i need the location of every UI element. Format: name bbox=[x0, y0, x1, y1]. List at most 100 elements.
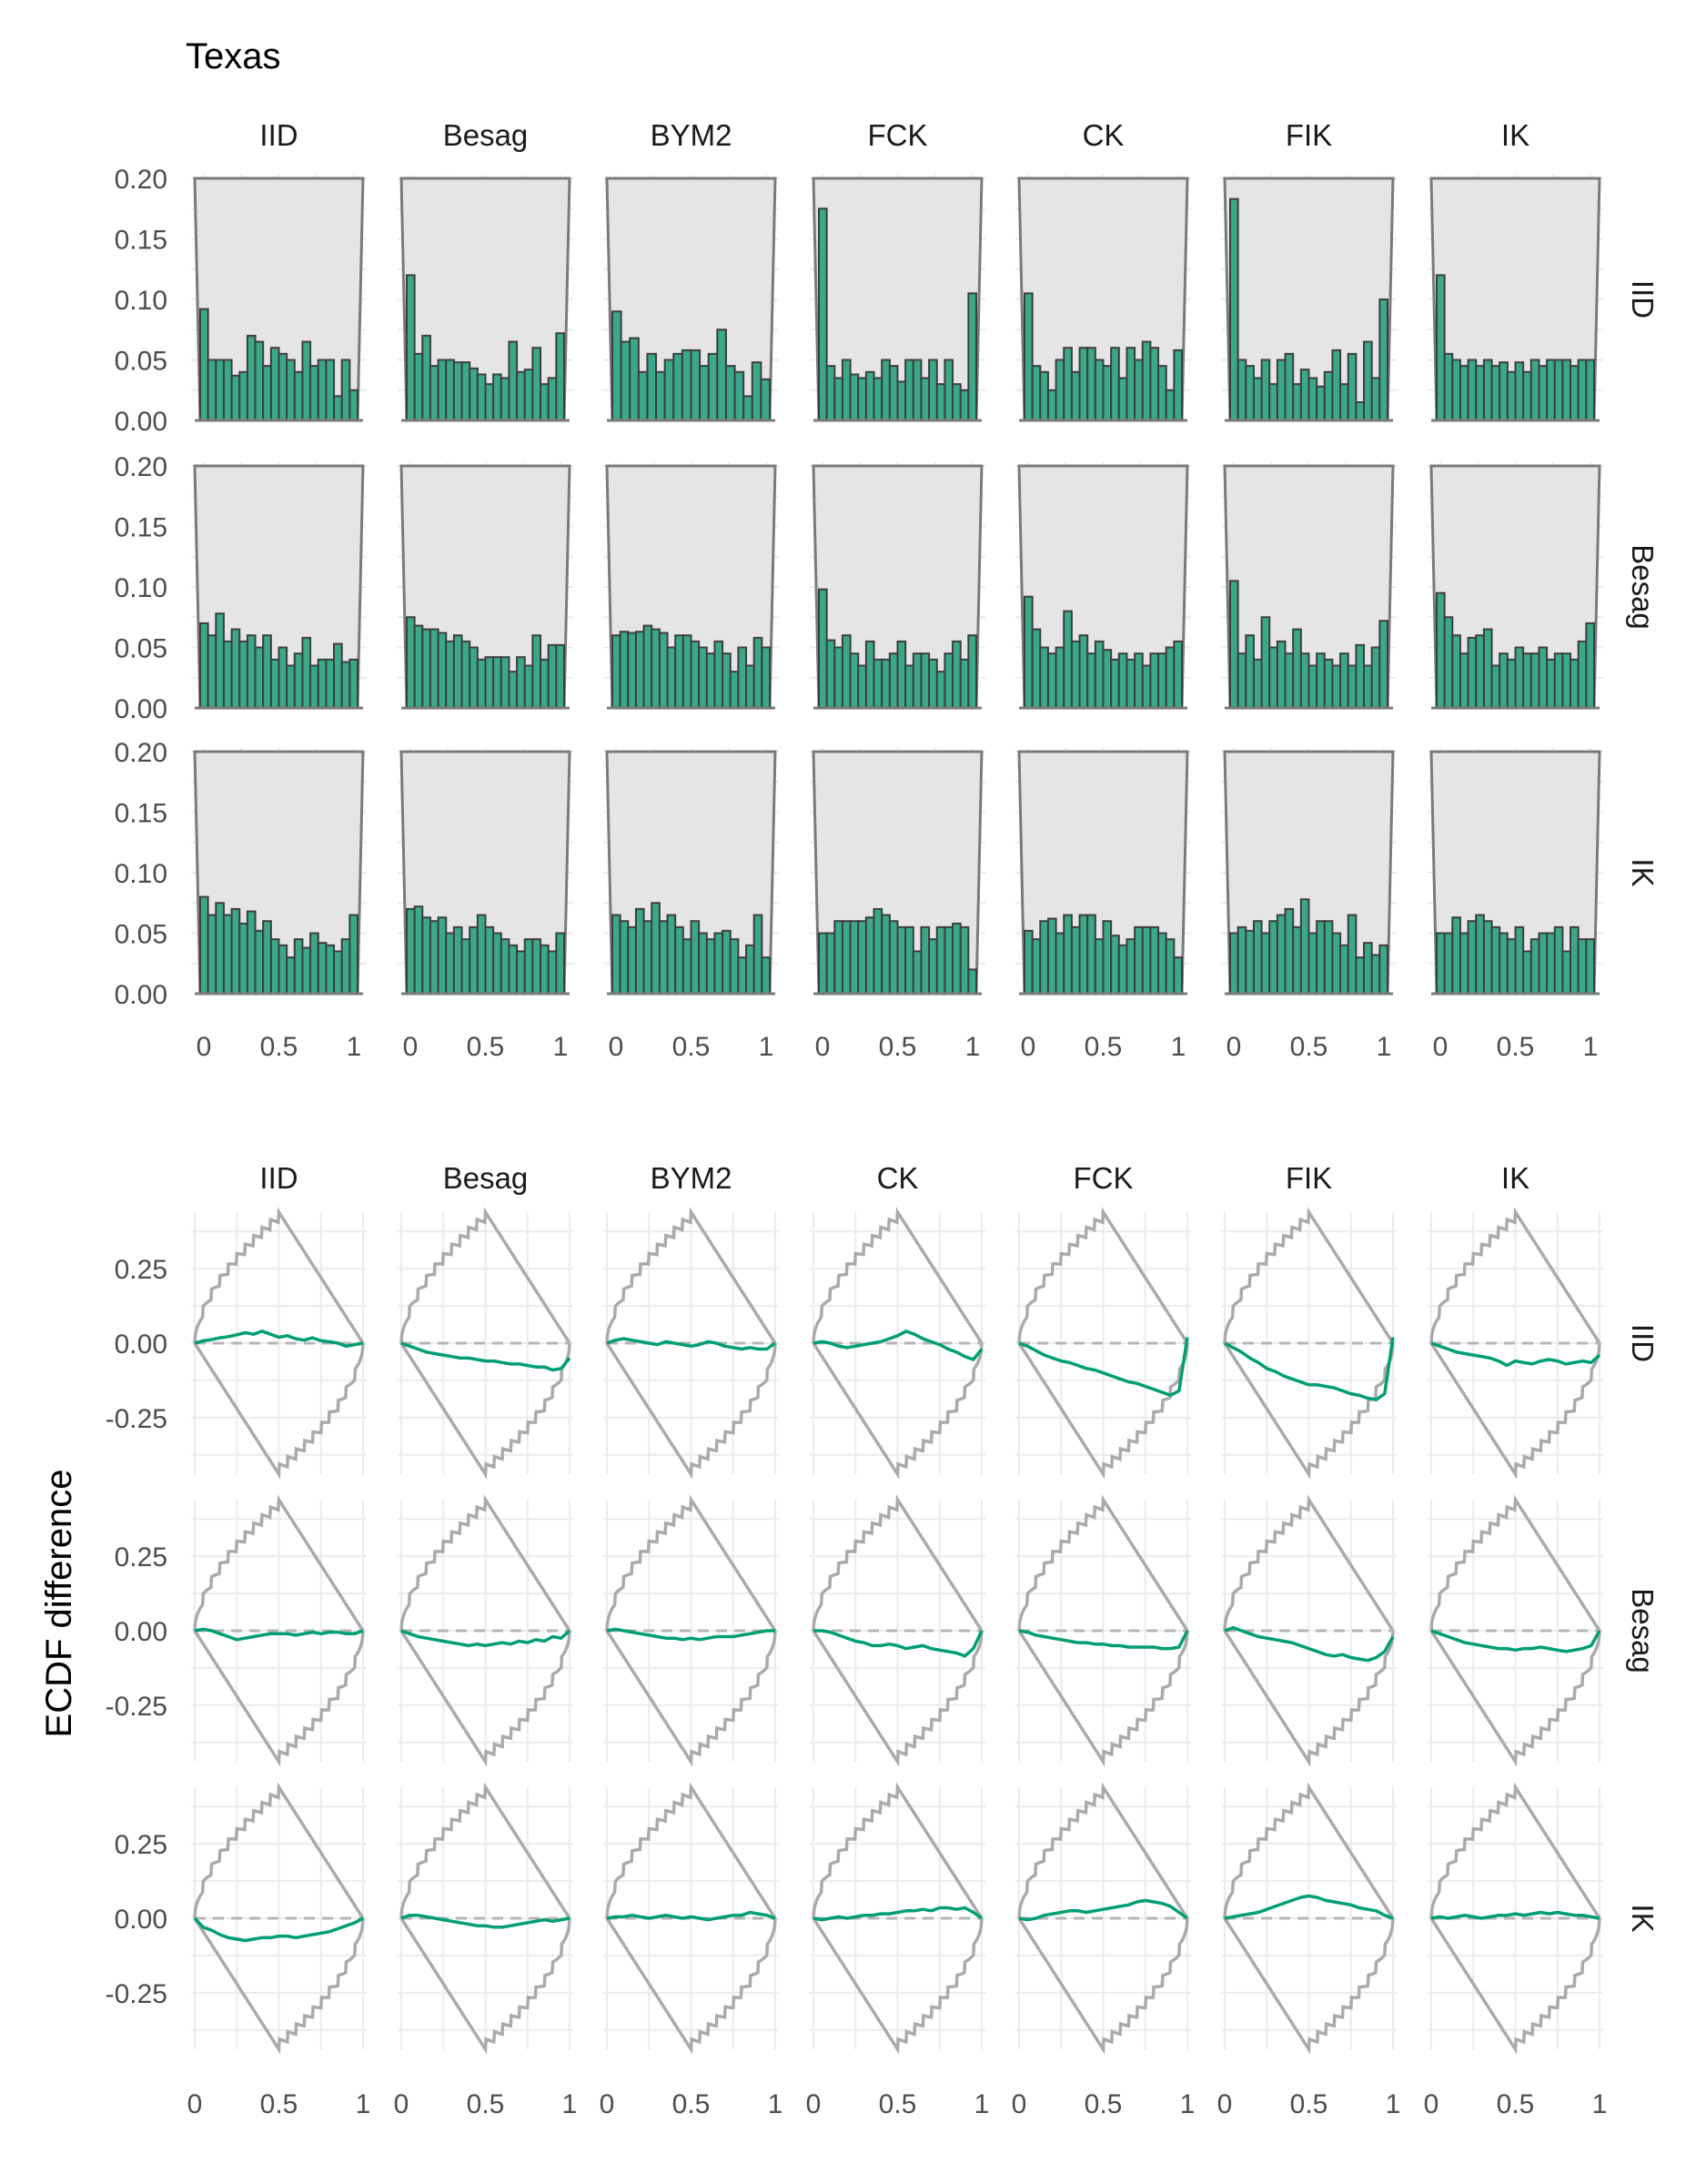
hist-bar bbox=[1451, 634, 1461, 710]
hist-bar bbox=[500, 938, 510, 996]
hist-bar bbox=[1252, 658, 1263, 709]
hist-bar bbox=[1078, 347, 1089, 422]
ecdf-x-tick-label: 0.5 bbox=[672, 2089, 711, 2119]
hist-bar bbox=[1173, 956, 1183, 995]
hist-bar bbox=[733, 370, 745, 421]
hist-bar bbox=[1157, 932, 1167, 995]
hist-bar bbox=[286, 359, 296, 421]
hist-bar bbox=[469, 646, 479, 709]
ecdf-envelope-lower bbox=[1429, 1342, 1601, 1480]
hist-bar bbox=[1126, 347, 1136, 422]
hist-panel bbox=[1428, 748, 1603, 996]
ecdf-panel bbox=[1221, 1782, 1397, 2055]
hist-bar bbox=[1149, 652, 1160, 710]
hist-bar bbox=[896, 380, 907, 422]
ecdf-line bbox=[193, 1916, 364, 1943]
hist-bar bbox=[469, 367, 479, 421]
ecdf-panel bbox=[603, 1494, 779, 1767]
ecdf-line bbox=[813, 1629, 984, 1658]
hist-bar bbox=[1055, 932, 1065, 995]
hist-bar bbox=[1102, 649, 1113, 709]
ecdf-panel bbox=[1221, 1207, 1397, 1480]
hist-bar bbox=[476, 914, 487, 995]
hist-bar bbox=[896, 925, 907, 995]
hist-bar bbox=[1514, 925, 1525, 995]
ecdf-envelope-upper bbox=[193, 1782, 365, 1919]
hist-bar bbox=[1102, 365, 1113, 421]
hist-bar bbox=[445, 640, 455, 709]
hist-bar bbox=[1323, 370, 1334, 421]
ecdf-envelope-upper bbox=[1017, 1207, 1189, 1344]
hist-bar bbox=[1260, 359, 1271, 421]
ecdf-envelope-upper bbox=[399, 1782, 571, 1919]
hist-bar bbox=[413, 624, 424, 709]
hist-y-tick-label: 0.10 bbox=[115, 573, 167, 603]
hist-bar bbox=[476, 373, 487, 421]
hist-col-label: IID bbox=[259, 118, 298, 152]
hist-bar bbox=[1347, 664, 1358, 710]
ecdf-line bbox=[606, 1910, 776, 1922]
hist-bar bbox=[698, 932, 708, 995]
hist-bar bbox=[752, 636, 763, 709]
ecdf-panel bbox=[1221, 1494, 1397, 1767]
hist-bar bbox=[1561, 652, 1572, 710]
hist-col-label: Besag bbox=[443, 118, 529, 152]
hist-bar bbox=[207, 914, 217, 995]
hist-col-label: IK bbox=[1501, 118, 1529, 152]
hist-bar bbox=[1522, 950, 1532, 995]
ecdf-envelope-lower bbox=[1223, 1630, 1395, 1767]
hist-bar bbox=[309, 932, 319, 995]
hist-x-tick-label: 1 bbox=[553, 1032, 569, 1062]
hist-bar bbox=[309, 365, 319, 421]
hist-bar bbox=[207, 634, 217, 710]
ecdf-envelope-upper bbox=[1017, 1782, 1189, 1919]
hist-bar bbox=[421, 916, 431, 996]
hist-bar bbox=[484, 383, 495, 422]
hist-col-label: CK bbox=[1083, 118, 1125, 152]
hist-bar bbox=[1323, 920, 1334, 996]
hist-bar bbox=[1570, 658, 1580, 709]
ecdf-envelope-lower bbox=[1223, 1917, 1395, 2055]
hist-panel bbox=[1015, 748, 1191, 996]
ecdf-envelope-lower bbox=[399, 1630, 571, 1767]
ecdf-envelope-lower bbox=[812, 1917, 984, 2055]
ecdf-line bbox=[813, 1330, 984, 1361]
hist-bar bbox=[818, 207, 828, 421]
hist-bar bbox=[729, 671, 740, 709]
ecdf-panel bbox=[191, 1207, 367, 1480]
ecdf-panel bbox=[810, 1494, 985, 1767]
hist-bar bbox=[849, 652, 860, 710]
hist-bar bbox=[1459, 365, 1469, 421]
hist-bar bbox=[1117, 652, 1128, 710]
hist-bar bbox=[611, 310, 622, 421]
hist-bar bbox=[1229, 580, 1239, 709]
hist-bar bbox=[1039, 646, 1049, 709]
hist-bar bbox=[705, 652, 716, 710]
hist-bar bbox=[1355, 401, 1366, 421]
hist-bar bbox=[278, 646, 288, 709]
hist-bar bbox=[1284, 352, 1295, 422]
hist-bar bbox=[629, 337, 640, 421]
hist-bar bbox=[761, 646, 771, 709]
hist-bar bbox=[935, 383, 946, 422]
hist-bar bbox=[841, 359, 852, 421]
ecdf-x-tick-label: 1 bbox=[768, 2089, 783, 2119]
ecdf-x-tick-label: 0 bbox=[806, 2089, 822, 2119]
hist-y-tick-label: 0.20 bbox=[115, 452, 167, 482]
hist-bar bbox=[1475, 914, 1485, 995]
hist-bar bbox=[1561, 950, 1572, 995]
hist-bar bbox=[269, 658, 280, 709]
hist-bar bbox=[849, 373, 860, 421]
hist-bar bbox=[547, 950, 558, 995]
hist-bar bbox=[1482, 920, 1493, 996]
hist-bar bbox=[309, 664, 319, 710]
hist-bar bbox=[348, 389, 359, 421]
ecdf-x-tick-label: 0.5 bbox=[1497, 2089, 1535, 2119]
hist-bar bbox=[246, 910, 257, 995]
hist-panel bbox=[810, 175, 985, 422]
hist-bar bbox=[286, 956, 296, 995]
hist-bar bbox=[1031, 628, 1042, 709]
ecdf-panel bbox=[1428, 1782, 1603, 2055]
hist-bar bbox=[1173, 349, 1183, 421]
hist-bar bbox=[1363, 340, 1373, 421]
